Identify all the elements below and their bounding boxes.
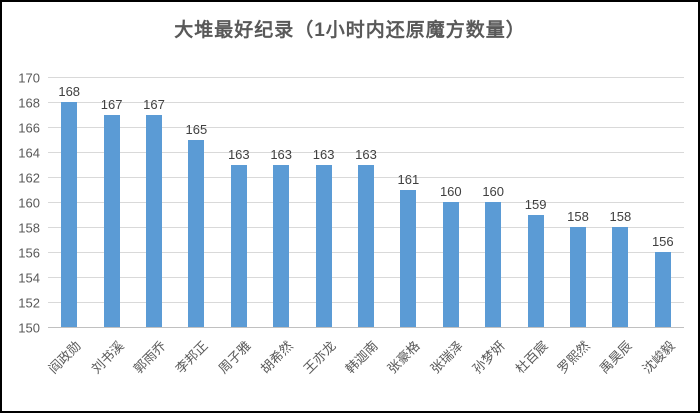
bar-data-label: 163	[227, 146, 250, 162]
bar	[315, 164, 332, 327]
bar-data-label: 163	[355, 146, 377, 162]
y-axis-tick-label: 156	[18, 245, 40, 261]
bar-data-label: 156	[651, 234, 674, 249]
y-axis-tick-label: 168	[18, 95, 40, 111]
bar	[442, 202, 459, 327]
bar-data-label: 167	[100, 96, 123, 112]
gridline	[48, 77, 684, 78]
gridline	[48, 102, 684, 103]
bar	[273, 164, 290, 327]
gridline	[48, 127, 684, 128]
y-axis-tick-label: 170	[18, 70, 40, 86]
bar	[485, 202, 502, 327]
bar-data-label: 161	[397, 171, 420, 187]
bar-data-label: 160	[482, 184, 505, 199]
bar-data-label: 158	[567, 209, 589, 224]
bar-data-label: 160	[439, 184, 462, 199]
bar-data-label: 167	[143, 96, 165, 112]
bar	[612, 227, 629, 327]
x-axis-line	[48, 327, 684, 328]
bar	[400, 189, 417, 327]
y-axis-tick-label: 166	[18, 120, 40, 136]
bar	[358, 164, 374, 327]
bar-data-label: 158	[609, 209, 632, 224]
bar	[146, 114, 162, 327]
bar-data-label: 163	[312, 146, 335, 162]
bar-data-label: 163	[270, 146, 293, 162]
bar	[230, 164, 247, 327]
plot-area: 168 167 167 165 163 163 163 163 161 160 160 159 158 1…	[48, 77, 684, 328]
y-axis-tick-label: 162	[18, 170, 40, 186]
bar	[61, 102, 78, 327]
y-axis-tick-label: 158	[18, 220, 40, 236]
y-axis-tick-label: 160	[18, 195, 40, 211]
bar	[188, 139, 205, 327]
chart-title: 大堆最好纪录（1小时内还原魔方数量）	[174, 20, 526, 41]
y-axis-tick-label: 154	[18, 270, 40, 286]
bar-data-label: 165	[185, 121, 208, 137]
bar	[103, 114, 120, 327]
y-axis-tick-label: 152	[18, 295, 40, 311]
bar-data-label: 168	[58, 84, 81, 99]
y-axis-tick-label: 150	[18, 320, 40, 336]
bar	[654, 252, 671, 327]
bar	[570, 227, 586, 327]
y-axis-tick-label: 164	[18, 145, 40, 161]
bar	[527, 214, 544, 327]
bar-data-label: 159	[524, 196, 547, 212]
gridline	[48, 152, 684, 153]
